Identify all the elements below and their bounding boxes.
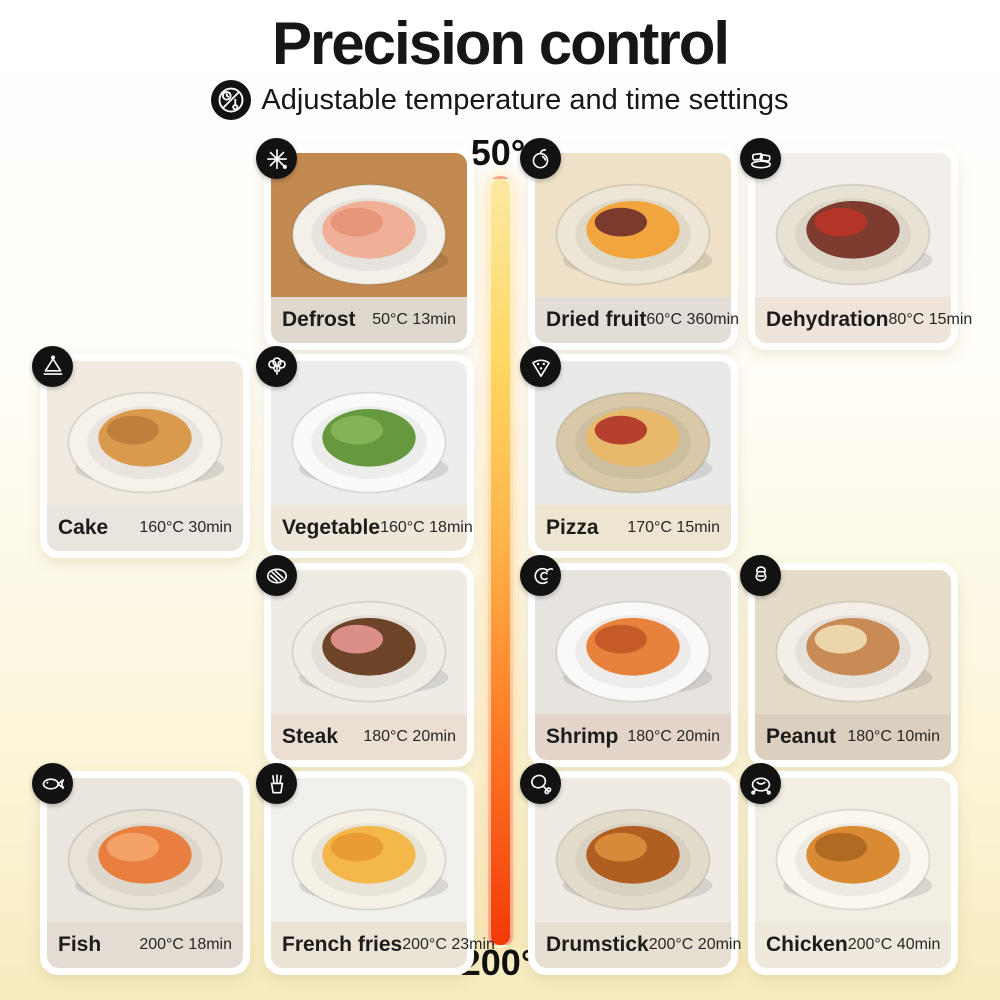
food-temp-time: 160°C 30min [139,519,232,536]
food-photo [271,778,467,922]
food-photo [535,361,731,505]
steak-icon [256,555,297,596]
food-photo [47,778,243,922]
food-photo-art [535,153,731,297]
pizza-icon [520,346,561,387]
food-temp-time: 180°C 20min [627,728,720,745]
food-card-cake: Cake 160°C 30min [32,346,250,558]
food-card-shrimp: Shrimp 180°C 20min [520,555,738,767]
food-photo-art [271,361,467,505]
food-name: French fries [282,933,403,956]
food-card-dried-fruit: Dried fruit 60°C 360min [520,138,739,350]
food-photo-art [47,778,243,922]
food-photo [755,570,951,714]
broccoli-icon [256,346,297,387]
food-caption: Pizza 170°C 15min [535,505,731,551]
food-photo [47,361,243,505]
shrimp-icon [520,555,561,596]
food-name: Cake [58,516,109,539]
subtitle-row: Adjustable temperature and time settings [0,80,1000,120]
temperature-gradient-bar [488,176,513,948]
food-card-drumstick: Drumstick 200°C 20min [520,763,741,975]
food-temp-time: 200°C 18min [139,936,232,953]
food-name: Peanut [766,725,837,748]
food-card-fish: Fish 200°C 18min [32,763,250,975]
food-photo [271,361,467,505]
food-photo [271,570,467,714]
food-name: Steak [282,725,339,748]
food-photo [535,778,731,922]
food-photo [271,153,467,297]
food-card-vegetable: Vegetable 160°C 18min [256,346,474,558]
food-caption: Dried fruit 60°C 360min [535,297,739,343]
food-card-chicken: Chicken 200°C 40min [740,763,958,975]
fries-icon [256,763,297,804]
food-photo-art [535,778,731,922]
food-caption: French fries 200°C 23min [271,922,495,968]
food-caption: Fish 200°C 18min [47,922,243,968]
food-photo-art [755,570,951,714]
food-temp-time: 180°C 20min [363,728,456,745]
food-card-steak: Steak 180°C 20min [256,555,474,767]
header: Precision control Adjustable temperature… [0,12,1000,120]
food-photo [755,778,951,922]
food-temp-time: 200°C 23min [402,936,495,953]
food-photo [535,570,731,714]
food-card-peanut: Peanut 180°C 10min [740,555,958,767]
food-caption: Shrimp 180°C 20min [535,714,731,760]
food-caption: Cake 160°C 30min [47,505,243,551]
food-photo-art [755,153,951,297]
cake-icon [32,346,73,387]
drumstick-icon [520,763,561,804]
food-photo-art [271,570,467,714]
food-name: Dehydration [766,308,889,331]
food-temp-time: 200°C 20min [648,936,742,953]
food-photo-art [535,570,731,714]
food-caption: Chicken 200°C 40min [755,922,951,968]
food-caption: Steak 180°C 20min [271,714,467,760]
food-name: Fish [58,933,102,956]
food-name: Pizza [546,516,599,539]
food-caption: Drumstick 200°C 20min [535,922,741,968]
food-caption: Dehydration 80°C 15min [755,297,972,343]
food-caption: Defrost 50°C 13min [271,297,467,343]
page-title: Precision control [271,10,730,77]
food-name: Shrimp [546,725,619,748]
food-name: Chicken [766,933,848,956]
peanut-icon [740,555,781,596]
food-card-pizza: Pizza 170°C 15min [520,346,738,558]
dried-fruit-icon [520,138,561,179]
food-caption: Vegetable 160°C 18min [271,505,473,551]
food-photo-art [755,778,951,922]
food-temp-time: 80°C 15min [888,311,973,328]
food-temp-time: 170°C 15min [627,519,720,536]
scale-label-50: 50° [470,132,526,173]
food-photo [755,153,951,297]
food-temp-time: 160°C 18min [380,519,473,536]
food-photo-art [47,361,243,505]
food-photo [535,153,731,297]
snowflake-icon [256,138,297,179]
food-photo-art [535,361,731,505]
food-temp-time: 200°C 40min [847,936,941,953]
fish-icon [32,763,73,804]
food-photo-art [271,778,467,922]
food-temp-time: 50°C 13min [372,311,456,328]
food-name: Defrost [282,308,356,331]
food-card-dehydration: Dehydration 80°C 15min [740,138,972,350]
jerky-icon [740,138,781,179]
subtitle-text: Adjustable temperature and time settings [261,83,789,116]
food-name: Drumstick [546,933,649,956]
food-temp-time: 180°C 10min [847,728,940,745]
food-caption: Peanut 180°C 10min [755,714,951,760]
food-photo-art [271,153,467,297]
food-card-defrost: Defrost 50°C 13min [256,138,474,350]
food-name: Vegetable [282,516,381,539]
temp-time-icon [211,80,252,120]
food-card-french-fries: French fries 200°C 23min [256,763,495,975]
chicken-icon [740,763,781,804]
food-name: Dried fruit [546,308,647,331]
food-temp-time: 60°C 360min [646,311,740,328]
